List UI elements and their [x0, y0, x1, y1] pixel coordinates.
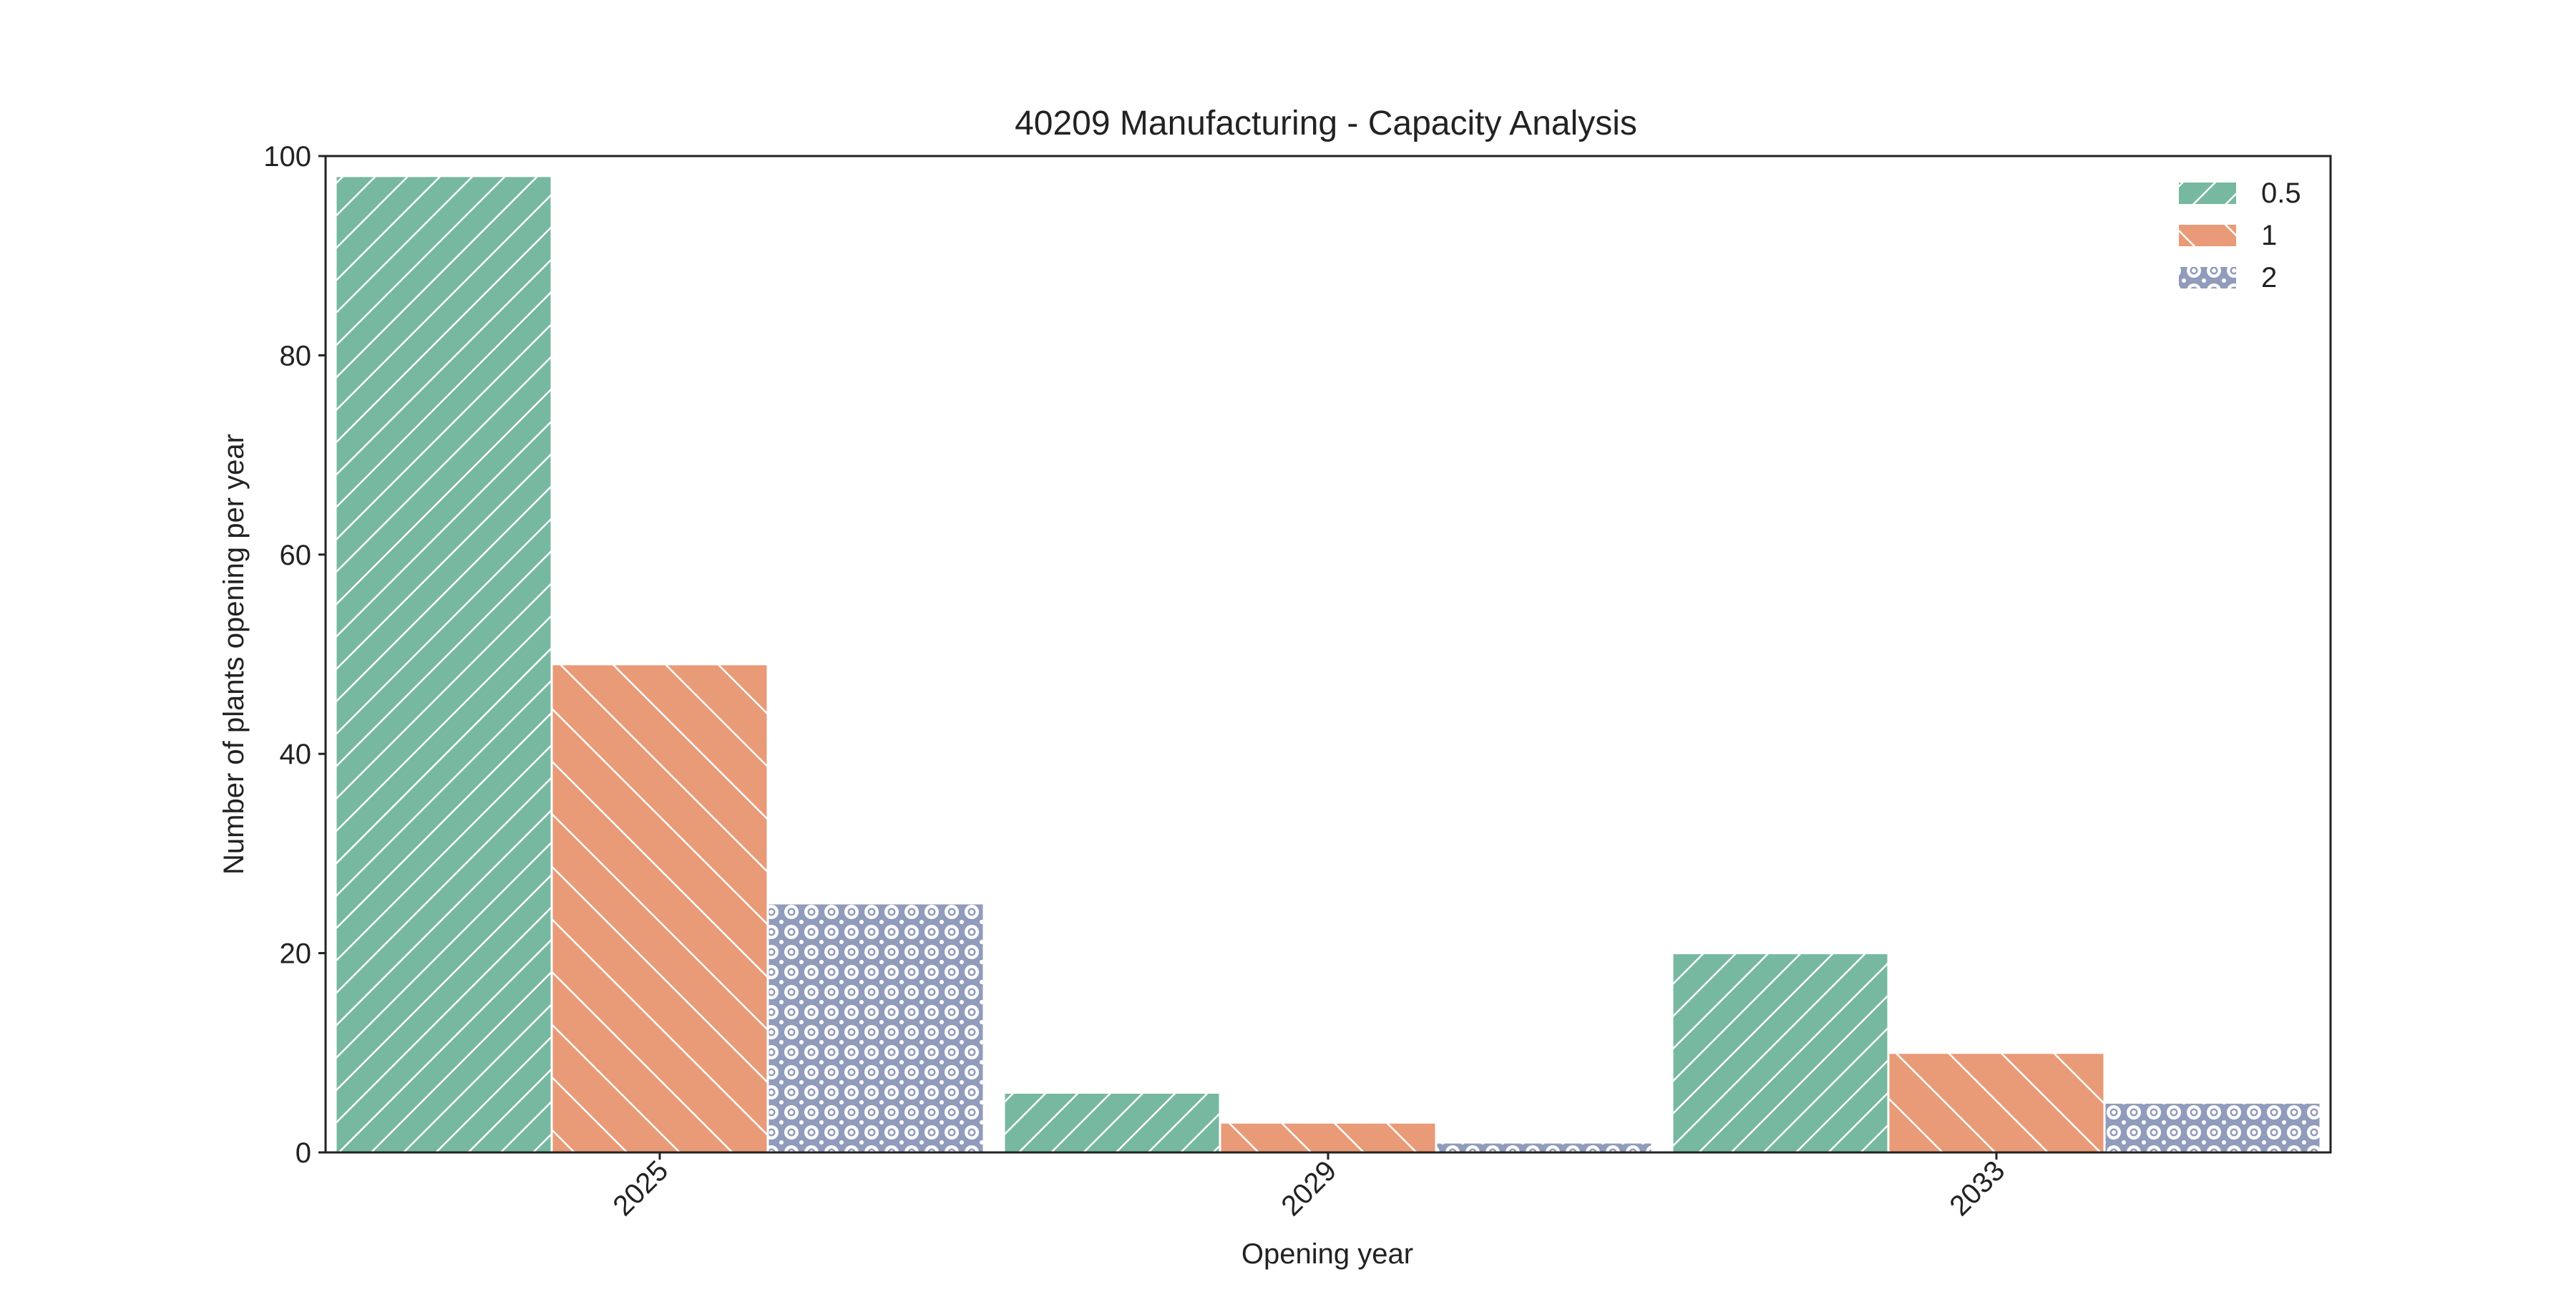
x-tick-label: 2033 — [1943, 1155, 2011, 1222]
bar-2033-series-0.5 — [1671, 952, 1890, 1154]
x-axis-ticks: 2025 2029 2033 — [607, 1152, 2011, 1222]
y-tick-label: 40 — [280, 739, 312, 770]
y-tick-label: 20 — [280, 938, 312, 970]
bar-2025-series-1 — [550, 663, 769, 1154]
y-tick-label: 80 — [280, 340, 312, 371]
y-tick-label: 60 — [280, 540, 312, 571]
legend-label-2: 2 — [2261, 262, 2277, 293]
bar-2025-series-2 — [766, 902, 985, 1154]
legend: 0.5 1 2 — [2179, 178, 2301, 293]
y-tick-label: 100 — [263, 141, 311, 173]
legend-label-0.5: 0.5 — [2261, 178, 2301, 209]
bar-2033-series-1 — [1887, 1051, 2106, 1154]
bar-2033-series-2 — [2103, 1101, 2322, 1154]
y-tick-label: 0 — [296, 1137, 311, 1169]
legend-swatch-0.5 — [2179, 183, 2236, 204]
legend-label-1: 1 — [2261, 220, 2277, 251]
legend-swatch-2 — [2179, 267, 2236, 288]
bars-layer — [334, 175, 2322, 1154]
bar-2029-series-2 — [1435, 1141, 1654, 1154]
bar-2029-series-0.5 — [1002, 1091, 1221, 1154]
y-axis-ticks: 0 20 40 60 80 100 — [263, 141, 326, 1169]
x-tick-label: 2029 — [1275, 1155, 1342, 1222]
x-tick-label: 2025 — [607, 1155, 674, 1222]
x-axis-label: Opening year — [1241, 1238, 1413, 1270]
bar-2029-series-1 — [1219, 1121, 1438, 1154]
chart-title: 40209 Manufacturing - Capacity Analysis — [1015, 105, 1637, 142]
bar-2025-series-0.5 — [334, 175, 553, 1154]
legend-swatch-1 — [2179, 225, 2236, 246]
y-axis-label: Number of plants opening per year — [218, 434, 250, 875]
